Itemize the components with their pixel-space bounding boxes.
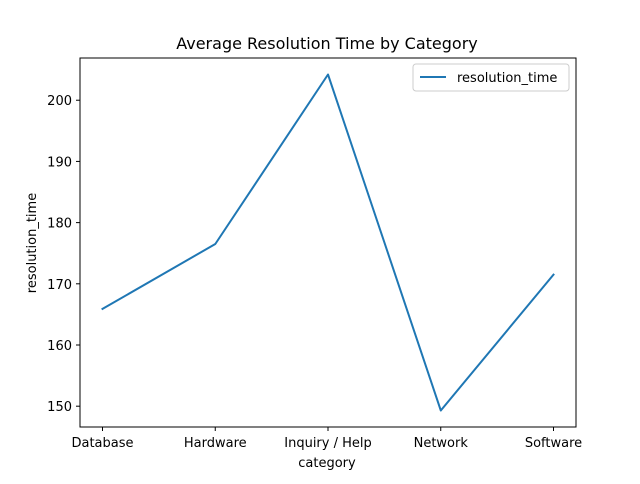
x-axis: Database Hardware Inquiry / Help Network Sof… bbox=[71, 427, 582, 451]
y-tick-label: 180 bbox=[47, 217, 72, 232]
x-tick-label: Inquiry / Help bbox=[284, 436, 372, 451]
x-tick-label: Database bbox=[71, 436, 133, 451]
x-tick-label: Hardware bbox=[184, 436, 247, 451]
chart-title: Average Resolution Time by Category bbox=[176, 34, 478, 53]
y-tick-label: 200 bbox=[47, 94, 72, 109]
legend-label: resolution_time bbox=[457, 71, 557, 86]
y-axis: 150 160 170 180 190 200 bbox=[47, 94, 80, 415]
y-axis-title: resolution_time bbox=[25, 193, 40, 293]
series-layer bbox=[101, 73, 555, 412]
y-tick-label: 190 bbox=[47, 155, 72, 170]
legend-box bbox=[412, 63, 570, 92]
plot-frame bbox=[79, 57, 577, 428]
y-tick-label: 170 bbox=[47, 278, 72, 293]
legend: resolution_time bbox=[412, 63, 570, 92]
x-tick-label: Software bbox=[525, 436, 582, 451]
y-tick-label: 150 bbox=[47, 400, 72, 415]
plot-area bbox=[80, 58, 576, 427]
y-tick-label: 160 bbox=[47, 339, 72, 354]
x-axis-title: category bbox=[298, 456, 356, 471]
series-line-resolution_time bbox=[101, 73, 555, 412]
x-tick-label: Network bbox=[414, 436, 469, 451]
